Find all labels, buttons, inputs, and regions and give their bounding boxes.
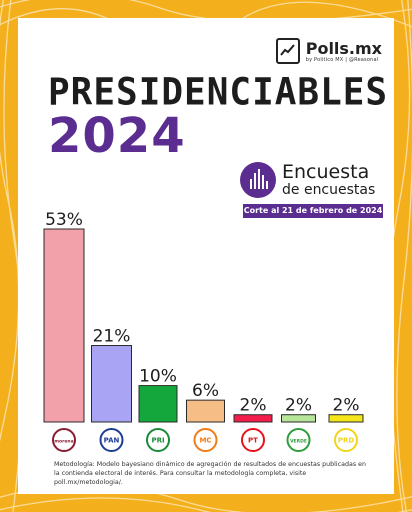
bar-pt bbox=[233, 414, 273, 423]
party-logo-morena-icon bbox=[52, 428, 76, 452]
data-label-mc: 6% bbox=[192, 381, 219, 401]
cutoff-date: Corte al 21 de febrero de 2024 bbox=[243, 204, 383, 218]
party-logo-pan-icon bbox=[99, 428, 124, 452]
party-logo-text-pri: PRI bbox=[151, 437, 164, 445]
title-line1: PRESIDENCIABLES bbox=[48, 70, 389, 115]
party-logo-pt-icon bbox=[241, 428, 265, 452]
bar-pri bbox=[138, 385, 178, 423]
encuesta-badge: Encuesta de encuestas bbox=[240, 162, 375, 198]
title-line2: 2024 bbox=[48, 108, 186, 164]
data-label-prd: 2% bbox=[333, 396, 360, 416]
bar-verde bbox=[281, 414, 316, 423]
bar-morena bbox=[43, 228, 85, 423]
data-label-pt: 2% bbox=[240, 396, 267, 416]
party-logo-text-morena: morena bbox=[54, 439, 73, 445]
polls-mx-logo: Polls.mx by Politico MX | @Reasonal bbox=[275, 38, 382, 64]
party-logo-verde-icon bbox=[286, 428, 311, 452]
party-logo-text-prd: PRD bbox=[338, 437, 355, 445]
party-logo-text-pt: PT bbox=[248, 437, 258, 445]
party-logo-text-verde: VERDE bbox=[290, 439, 307, 445]
party-logo-text-pan: PAN bbox=[104, 437, 120, 445]
bar-pan bbox=[91, 345, 132, 423]
party-logo-prd-icon bbox=[334, 428, 358, 452]
encuesta-line2: de encuestas bbox=[282, 182, 376, 198]
encuesta-line1: Encuesta bbox=[282, 161, 370, 183]
party-logo-text-mc: MC bbox=[199, 437, 211, 445]
encuesta-bars-icon bbox=[240, 162, 276, 198]
bar-mc bbox=[186, 399, 225, 423]
brand-name: Polls.mx bbox=[305, 38, 382, 58]
data-label-pri: 10% bbox=[139, 367, 177, 387]
brand-sub: by Politico MX | @Reasonal bbox=[305, 56, 379, 63]
party-logo-pri-icon bbox=[146, 428, 170, 452]
bar-prd bbox=[328, 414, 364, 423]
data-label-morena: 53% bbox=[45, 210, 83, 230]
party-logo-mc-icon bbox=[193, 428, 218, 452]
methodology-note: Metodología: Modelo bayesiano dinámico d… bbox=[54, 461, 366, 486]
data-label-verde: 2% bbox=[285, 396, 312, 416]
chart-logo-icon bbox=[275, 38, 300, 64]
data-label-pan: 21% bbox=[93, 327, 131, 347]
